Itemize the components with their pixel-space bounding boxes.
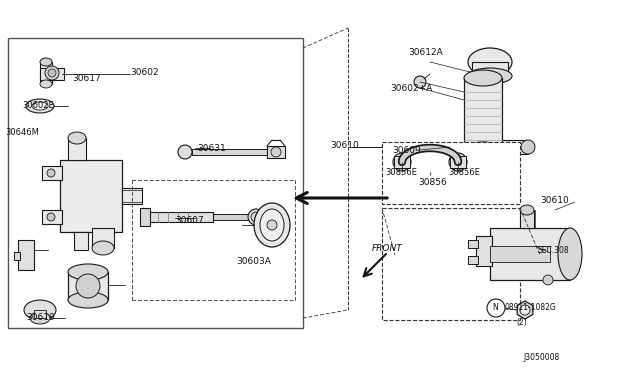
Bar [74, 232, 88, 250]
Text: 30609: 30609 [392, 145, 420, 154]
Circle shape [178, 145, 192, 159]
Bar [34, 310, 46, 318]
Circle shape [414, 76, 426, 88]
Bar [394, 156, 410, 168]
Circle shape [449, 153, 467, 171]
Ellipse shape [254, 203, 290, 247]
Ellipse shape [24, 300, 56, 320]
Text: N: N [492, 304, 498, 312]
Text: 30612A: 30612A [408, 48, 443, 57]
Bar [42, 210, 62, 224]
Ellipse shape [68, 292, 108, 308]
Bar [472, 62, 508, 76]
Bar [8, 38, 303, 328]
Circle shape [47, 213, 55, 221]
Bar [468, 256, 478, 264]
Bar [140, 208, 150, 226]
Circle shape [47, 169, 55, 177]
Ellipse shape [32, 102, 48, 110]
Bar [42, 166, 62, 180]
Polygon shape [517, 301, 532, 319]
Ellipse shape [464, 142, 502, 158]
Circle shape [520, 305, 530, 315]
Text: SEC.308: SEC.308 [538, 246, 570, 254]
Ellipse shape [76, 274, 100, 298]
Circle shape [543, 275, 553, 285]
Bar [192, 149, 267, 155]
Bar [382, 208, 520, 320]
Text: 30603A: 30603A [236, 257, 271, 266]
Text: 08911-1082G: 08911-1082G [505, 304, 557, 312]
Ellipse shape [468, 68, 512, 84]
Ellipse shape [521, 140, 535, 154]
Text: 30619: 30619 [26, 314, 55, 323]
Ellipse shape [520, 205, 534, 215]
Text: 30856E: 30856E [448, 167, 480, 176]
Bar [68, 138, 86, 160]
Bar [122, 188, 142, 204]
Text: 30602+A: 30602+A [390, 83, 432, 93]
Bar [382, 142, 520, 204]
Bar [490, 228, 570, 280]
Text: 30856E: 30856E [385, 167, 417, 176]
Bar [450, 156, 466, 168]
Text: 30610: 30610 [330, 141, 359, 150]
Bar [40, 62, 52, 84]
Bar [468, 240, 478, 248]
Bar [68, 272, 108, 300]
Bar [60, 160, 122, 232]
Text: FRONT: FRONT [372, 244, 403, 253]
Ellipse shape [558, 228, 582, 280]
Ellipse shape [248, 209, 264, 225]
Ellipse shape [468, 48, 512, 76]
Ellipse shape [48, 69, 56, 77]
Ellipse shape [267, 220, 277, 230]
Ellipse shape [260, 209, 284, 241]
Ellipse shape [68, 132, 86, 144]
Ellipse shape [45, 66, 59, 80]
Text: 30607: 30607 [175, 215, 204, 224]
Ellipse shape [464, 70, 502, 86]
Circle shape [271, 147, 281, 157]
Ellipse shape [251, 212, 261, 222]
Text: (2): (2) [516, 317, 527, 327]
Bar [18, 240, 34, 270]
Text: J3050008: J3050008 [524, 353, 560, 362]
Bar [464, 78, 502, 150]
Bar [213, 214, 253, 220]
Bar [148, 212, 213, 222]
Bar [40, 68, 64, 80]
Ellipse shape [26, 99, 54, 113]
Ellipse shape [92, 241, 114, 255]
Ellipse shape [40, 80, 52, 88]
Ellipse shape [40, 58, 52, 66]
Bar [490, 246, 550, 262]
Text: 30631: 30631 [197, 144, 226, 153]
Ellipse shape [30, 312, 50, 324]
Ellipse shape [68, 264, 108, 280]
Text: 30617: 30617 [72, 74, 100, 83]
Bar [520, 210, 534, 228]
Text: 30610: 30610 [540, 196, 569, 205]
Text: 30856: 30856 [418, 177, 447, 186]
Bar [502, 140, 528, 154]
Circle shape [487, 299, 505, 317]
Bar [267, 146, 285, 158]
Text: 30646M: 30646M [5, 128, 39, 137]
Bar [476, 236, 492, 266]
Text: 30602E: 30602E [22, 100, 54, 109]
Bar [14, 252, 20, 260]
Circle shape [393, 153, 411, 171]
Text: 30602: 30602 [130, 67, 159, 77]
Bar [92, 228, 114, 248]
